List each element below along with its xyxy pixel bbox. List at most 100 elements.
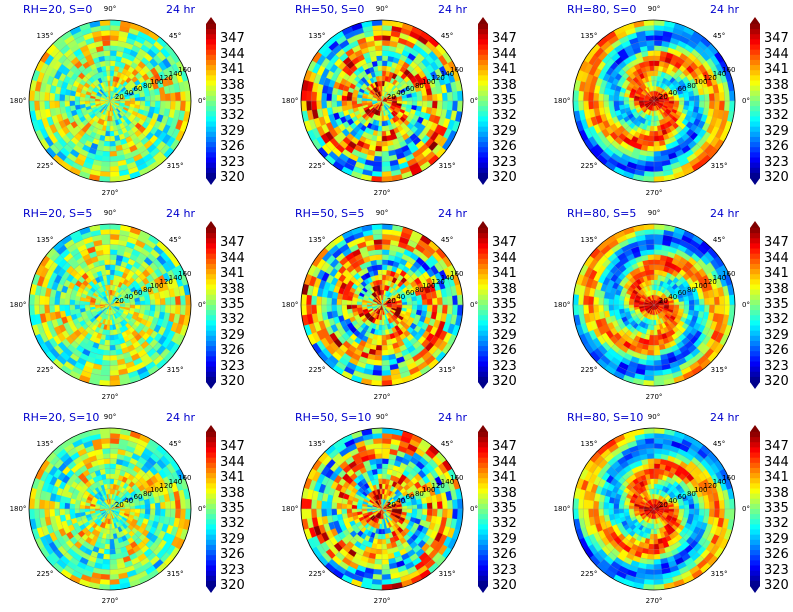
colorbar-segment — [478, 106, 488, 112]
heatmap-cell — [648, 135, 655, 142]
colorbar-segment — [478, 299, 488, 306]
heatmap-cell — [101, 365, 111, 372]
radial-tick-label: 20 — [114, 297, 124, 306]
angle-tick-label: 315° — [438, 366, 456, 375]
colorbar-tick-label: 326 — [220, 139, 245, 155]
radial-tick-label: 120 — [431, 73, 445, 82]
heatmap-cell — [653, 40, 663, 47]
colorbar-segment — [206, 243, 216, 250]
heatmap-cell — [431, 93, 438, 102]
heatmap-cell — [381, 29, 392, 36]
heatmap-cell — [321, 100, 328, 110]
panel-title: RH=20, S=5 — [23, 207, 93, 220]
heatmap-cell — [109, 274, 115, 281]
heatmap-cell — [719, 304, 726, 315]
heatmap-cell — [396, 304, 403, 308]
heatmap-cell — [381, 344, 389, 351]
heatmap-cell — [653, 279, 658, 286]
heatmap-cell — [714, 296, 721, 306]
heatmap-cell — [29, 90, 35, 102]
radial-tick-label: 60 — [405, 85, 415, 94]
heatmap-cell — [109, 75, 114, 82]
heatmap-cell — [106, 324, 111, 331]
heatmap-cell — [426, 304, 433, 312]
heatmap-cell — [375, 259, 383, 266]
angle-tick-label: 315° — [710, 162, 728, 171]
heatmap-cell — [436, 304, 443, 314]
colorbar — [750, 17, 760, 185]
heatmap-cell — [598, 304, 605, 313]
colorbar-segment — [206, 136, 216, 143]
colorbar-segment — [478, 44, 488, 51]
heatmap-cell — [644, 370, 655, 377]
heatmap-cell — [102, 150, 111, 157]
colorbar-segment — [206, 101, 216, 107]
colorbar-tick-label: 341 — [492, 266, 517, 282]
heatmap-cell — [103, 254, 111, 261]
heatmap-cell — [653, 166, 664, 173]
colorbar-segment — [478, 136, 488, 143]
colorbar-segment — [478, 258, 488, 265]
heatmap-cell — [375, 344, 383, 351]
heatmap-cell — [373, 34, 383, 41]
angle-tick-label: 45° — [440, 235, 454, 244]
heatmap-cell — [64, 100, 71, 108]
heatmap-cell — [103, 50, 111, 57]
heatmap-cell — [714, 304, 721, 314]
heatmap-cell — [144, 95, 151, 102]
heatmap-cell — [648, 339, 655, 346]
colorbar-extend-min — [206, 178, 216, 185]
colorbar-segment — [206, 106, 216, 112]
angle-tick-label: 225° — [36, 366, 54, 375]
colorbar-tick-label: 341 — [220, 62, 245, 78]
heatmap-cell — [603, 100, 610, 108]
colorbar-tick-label: 338 — [220, 281, 245, 297]
colorbar-segment — [750, 85, 760, 92]
polar-heatmap — [572, 223, 736, 387]
colorbar-tick-label: 329 — [220, 327, 245, 343]
heatmap-cell — [341, 95, 348, 102]
panel-title: RH=80, S=5 — [567, 207, 637, 220]
heatmap-cell — [645, 359, 655, 366]
heatmap-cell — [310, 304, 317, 315]
heatmap-cell — [149, 304, 156, 312]
colorbar-segment — [206, 228, 216, 234]
heatmap-cell — [447, 295, 454, 306]
colorbar-segment — [206, 116, 216, 123]
heatmap-cell — [321, 92, 328, 102]
colorbar-segment — [478, 228, 488, 234]
colorbar-segment — [206, 305, 216, 311]
heatmap-cell — [628, 97, 635, 102]
heatmap-cell — [646, 354, 655, 361]
radial-tick-label: 120 — [159, 73, 173, 82]
heatmap-cell — [321, 296, 328, 306]
heatmap-cell — [431, 297, 438, 306]
polar-outline — [300, 19, 464, 183]
heatmap-cell — [356, 301, 363, 306]
heatmap-cell — [653, 70, 659, 77]
heatmap-cell — [84, 97, 91, 102]
heatmap-cell — [109, 60, 116, 67]
heatmap-cell — [593, 92, 600, 102]
heatmap-cell — [698, 100, 705, 108]
heatmap-cell — [109, 161, 119, 168]
colorbar-segment — [478, 54, 488, 61]
heatmap-cell — [653, 145, 661, 152]
colorbar-segment — [206, 111, 216, 117]
heatmap-cell — [708, 100, 715, 110]
radial-tick-label: 40 — [124, 293, 134, 302]
heatmap-cell — [653, 254, 661, 261]
colorbar-segment — [206, 346, 216, 352]
heatmap-cell — [613, 100, 620, 107]
colorbar — [206, 17, 216, 185]
angle-tick-label: 180° — [9, 97, 27, 105]
heatmap-cell — [653, 244, 663, 251]
colorbar-tick-label: 335 — [220, 93, 245, 108]
heatmap-cell — [647, 344, 655, 351]
radial-tick-label: 20 — [114, 93, 124, 102]
heatmap-cell — [361, 302, 368, 306]
colorbar-tick-label: 323 — [220, 358, 245, 374]
heatmap-cell — [653, 349, 661, 356]
heatmap-cell — [33, 90, 40, 102]
heatmap-cell — [628, 301, 635, 306]
